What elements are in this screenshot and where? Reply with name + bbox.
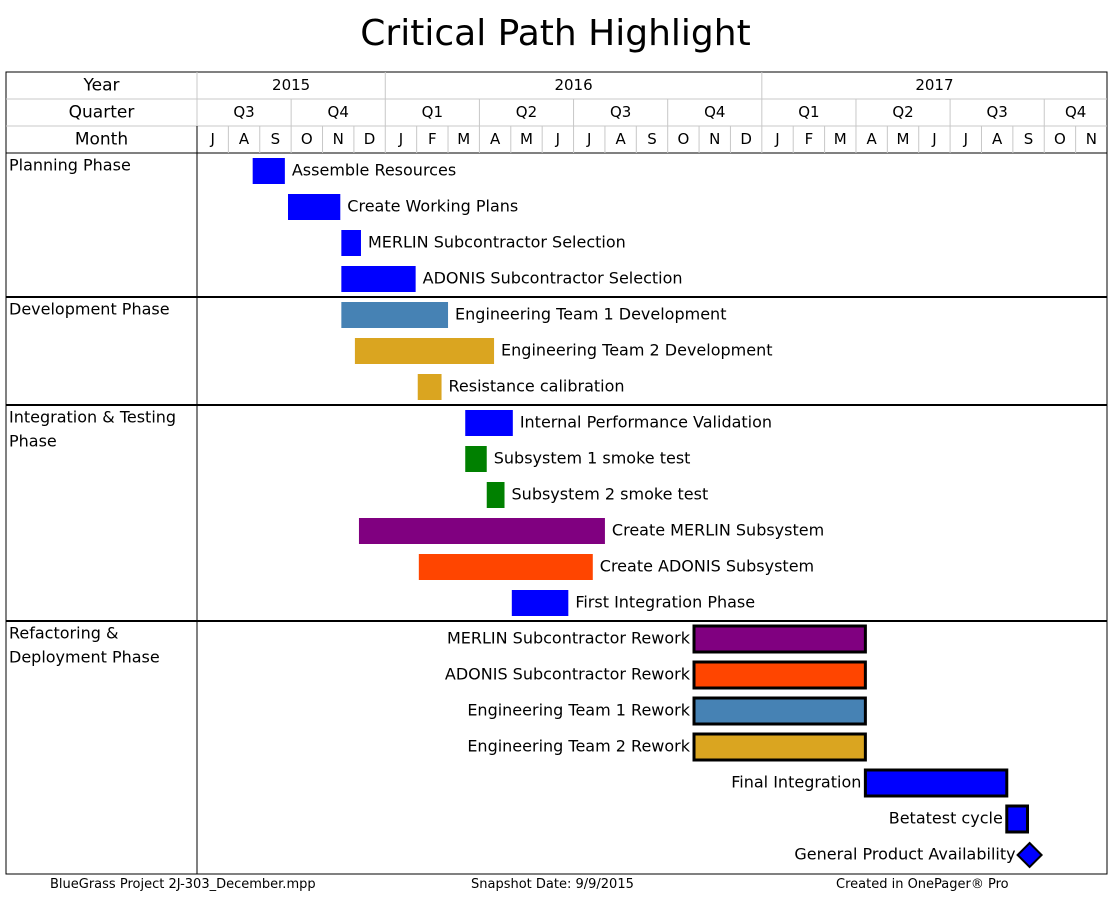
year-row-label: Year (83, 76, 120, 96)
task-bar (417, 374, 442, 400)
task-bar (465, 446, 487, 472)
quarter-cell: Q1 (422, 103, 443, 121)
chart-title: Critical Path Highlight (360, 13, 751, 54)
task-bar (511, 590, 569, 616)
month-cell: O (301, 130, 313, 148)
quarter-cell: Q3 (233, 103, 254, 121)
month-cell: A (615, 130, 626, 148)
footer-file-name: BlueGrass Project 2J-303_December.mpp (50, 877, 316, 892)
task-label: General Product Availability (794, 845, 1015, 864)
month-cell: J (398, 130, 403, 148)
task-bar (692, 732, 867, 762)
month-cell: J (963, 130, 968, 148)
month-cell: D (364, 130, 376, 148)
footer-snapshot-date: Snapshot Date: 9/9/2015 (471, 877, 634, 892)
month-row-label: Month (75, 130, 128, 150)
year-cell: 2017 (915, 76, 953, 94)
phase-label: Integration & Testing (9, 408, 176, 427)
task-label: ADONIS Subcontractor Selection (423, 269, 683, 288)
task-label: Engineering Team 1 Development (455, 305, 726, 324)
task-label: Subsystem 2 smoke test (512, 485, 709, 504)
task-label: First Integration Phase (575, 593, 755, 612)
month-cell: A (992, 130, 1003, 148)
month-cell: M (457, 130, 470, 148)
quarter-row-label: Quarter (69, 103, 135, 123)
phase-label: Refactoring & (9, 624, 118, 643)
footer-credit: Created in OnePager® Pro (836, 877, 1009, 892)
month-cell: N (333, 130, 344, 148)
phase-label: Phase (9, 432, 57, 451)
month-cell: S (647, 130, 657, 148)
task-label: Assemble Resources (292, 161, 456, 180)
month-cell: N (1086, 130, 1097, 148)
month-cell: J (586, 130, 591, 148)
month-cell: M (897, 130, 910, 148)
quarter-cell: Q4 (704, 103, 725, 121)
task-label: Engineering Team 2 Rework (467, 737, 690, 756)
month-cell: O (1054, 130, 1066, 148)
task-bar (465, 410, 513, 436)
task-label: Internal Performance Validation (520, 413, 772, 432)
task-bar (692, 696, 867, 726)
month-cell: S (271, 130, 281, 148)
month-cell: N (709, 130, 720, 148)
task-bar (341, 302, 449, 328)
month-cell: A (490, 130, 501, 148)
task-label: Resistance calibration (449, 377, 625, 396)
task-bar (358, 518, 605, 544)
quarter-cell: Q3 (610, 103, 631, 121)
task-label: Subsystem 1 smoke test (494, 449, 691, 468)
quarter-cell: Q1 (798, 103, 819, 121)
task-label: Create Working Plans (347, 197, 518, 216)
chart-frame (5, 71, 1108, 875)
phase-label: Development Phase (9, 300, 170, 319)
milestone-marker (1016, 841, 1044, 869)
task-label: MERLIN Subcontractor Rework (447, 629, 691, 648)
month-cell: J (209, 130, 214, 148)
task-label: ADONIS Subcontractor Rework (445, 665, 691, 684)
quarter-cell: Q3 (986, 103, 1007, 121)
task-label: Engineering Team 1 Rework (467, 701, 690, 720)
quarter-cell: Q2 (892, 103, 913, 121)
task-label: Create ADONIS Subsystem (600, 557, 814, 576)
task-bar (288, 194, 341, 220)
phase-label: Planning Phase (9, 156, 131, 175)
month-cell: J (774, 130, 779, 148)
task-bar (1005, 804, 1030, 834)
month-cell: M (834, 130, 847, 148)
task-label: Betatest cycle (889, 809, 1003, 828)
year-cell: 2016 (554, 76, 592, 94)
task-bar (692, 660, 867, 690)
month-cell: A (867, 130, 878, 148)
task-bar (252, 158, 285, 184)
month-cell: J (931, 130, 936, 148)
month-cell: S (1024, 130, 1034, 148)
phase-label: Deployment Phase (9, 648, 160, 667)
month-cell: A (239, 130, 250, 148)
task-bar (486, 482, 505, 508)
quarter-cell: Q2 (516, 103, 537, 121)
month-cell: J (555, 130, 560, 148)
task-label: Final Integration (731, 773, 861, 792)
month-cell: O (677, 130, 689, 148)
task-bar (418, 554, 593, 580)
task-bar (341, 266, 416, 292)
month-cell: F (805, 130, 814, 148)
quarter-cell: Q4 (328, 103, 349, 121)
year-cell: 2015 (272, 76, 310, 94)
month-cell: F (428, 130, 437, 148)
task-bar (863, 768, 1009, 798)
month-cell: M (520, 130, 533, 148)
task-label: Engineering Team 2 Development (501, 341, 772, 360)
task-bar (692, 624, 867, 654)
month-cell: D (740, 130, 752, 148)
task-bar (341, 230, 361, 256)
task-label: MERLIN Subcontractor Selection (368, 233, 626, 252)
task-bar (354, 338, 495, 364)
quarter-cell: Q4 (1065, 103, 1086, 121)
task-label: Create MERLIN Subsystem (612, 521, 824, 540)
